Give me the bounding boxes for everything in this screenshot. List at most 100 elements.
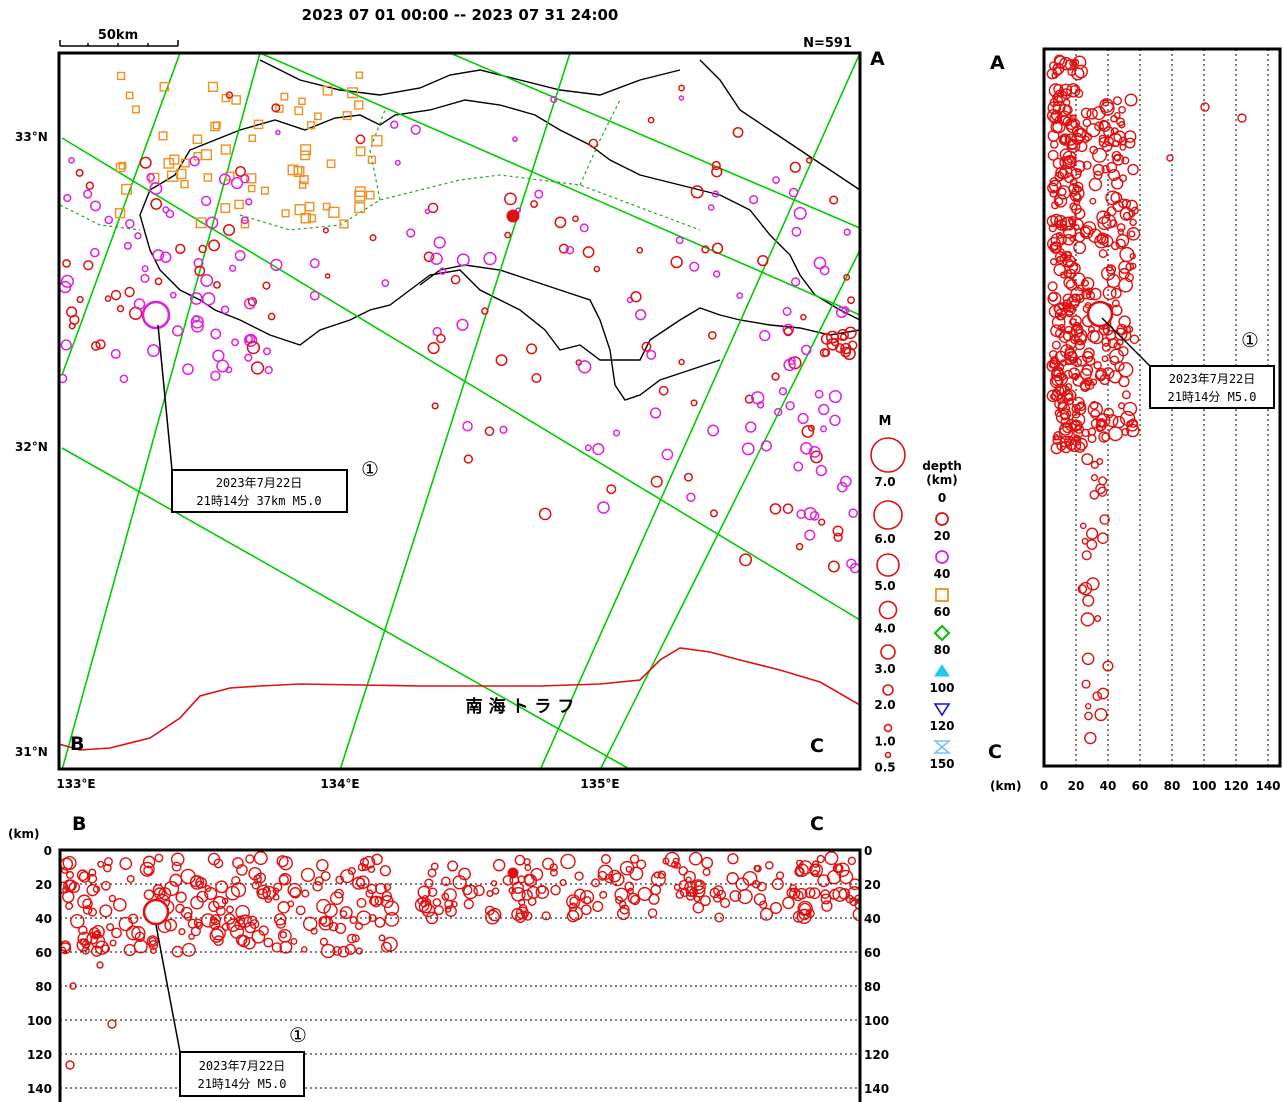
section-bc-event (834, 863, 844, 873)
section-bc-event (636, 859, 647, 870)
section-ac-event (1090, 474, 1099, 482)
section-ac-event (1115, 238, 1126, 249)
section-ac-event (1048, 349, 1058, 359)
section-bc-event (279, 931, 288, 939)
section-bc-event (221, 897, 229, 905)
map-event (462, 420, 473, 432)
section-ac-event (1062, 233, 1075, 246)
section-bc-event (258, 925, 269, 936)
map-callout-detail: 21時14分 37km M5.0 (196, 494, 321, 508)
section-bc-tick-label-right: 100 (864, 1014, 889, 1028)
section-bc-event (648, 893, 660, 905)
section-ac-event (1081, 550, 1092, 561)
map-event (818, 403, 830, 416)
section-bc-callout-date: 2023年7月22日 (199, 1059, 286, 1073)
section-ac-event (1087, 401, 1103, 418)
section-ac-event (1059, 148, 1073, 161)
section-bc-event (139, 861, 155, 877)
section-ac-event (1105, 264, 1117, 275)
legend-magnitude-title: M (879, 414, 892, 429)
map-event (427, 202, 439, 214)
map-event (200, 149, 212, 161)
section-ac-event (1080, 612, 1095, 627)
section-ac-event (1049, 140, 1059, 149)
map-event (843, 273, 851, 281)
section-bc-event (549, 868, 558, 877)
legend-magnitude-label: 0.5 (874, 761, 895, 775)
section-ac-event (1116, 223, 1126, 232)
section-ac-event (1089, 197, 1097, 205)
section-ac-event (1081, 453, 1094, 466)
map-event (125, 219, 135, 229)
section-bc-event (775, 871, 785, 880)
map-event (711, 160, 721, 171)
section-bc-event (235, 904, 250, 920)
section-bc-event (143, 889, 155, 901)
section-bc-event (795, 859, 804, 868)
section-bc-event (212, 895, 227, 910)
section-ac-event (1053, 54, 1066, 66)
map-event (216, 359, 230, 373)
map-event (110, 348, 121, 359)
map-event (683, 472, 693, 482)
legend-magnitude-circle (882, 684, 894, 696)
map-event (246, 340, 261, 355)
section-ac-event (1080, 107, 1092, 119)
section-ac-ticks: 0 20 40 60 80 100 120 140 (1040, 779, 1281, 793)
section-ac-event (1114, 327, 1128, 341)
map-event (309, 290, 320, 301)
section-bc-tick-label-left: 100 (27, 1014, 52, 1028)
section-bc-event (103, 857, 113, 867)
section-ac-event (1118, 346, 1129, 357)
section-bc-event (181, 942, 196, 957)
section-ac-event (1070, 315, 1082, 327)
section-ac-event (1063, 303, 1076, 316)
section-bc-event (425, 911, 439, 925)
map-event (253, 119, 264, 130)
section-ac-event (1101, 342, 1111, 352)
map-event (220, 144, 231, 155)
section-ac-event (1057, 168, 1069, 180)
section-ac-event (1050, 442, 1063, 455)
period-title: 2023 07 01 00:00 -- 2023 07 31 24:00 (302, 6, 619, 24)
section-bc-event (357, 863, 367, 872)
section-bc-event (751, 879, 761, 889)
section-ac-event (1059, 440, 1073, 454)
map-event (169, 291, 177, 299)
map-event (424, 208, 431, 215)
map-event (814, 389, 824, 399)
map-event (125, 91, 134, 100)
section-ac-event (1086, 123, 1101, 138)
section-bc-event (118, 916, 134, 932)
legend-magnitude-label: 1.0 (874, 735, 895, 749)
section-bc-event (614, 887, 629, 902)
section-bc-event (759, 900, 768, 909)
section-ac-event (1064, 346, 1075, 357)
map-event (205, 216, 219, 230)
section-bc-event (131, 926, 146, 941)
section-bc-event (637, 886, 652, 902)
section-bc-event (314, 876, 324, 886)
section-ac-event (1109, 355, 1120, 366)
map-event (678, 358, 685, 366)
section-bc-event (91, 930, 101, 940)
section-ac-event (1069, 202, 1078, 211)
section-ac-event (1082, 118, 1092, 128)
map-event (169, 154, 180, 165)
section-bc-event (549, 863, 558, 872)
section-bc-unit: (km) (8, 827, 39, 841)
section-ac-event (1053, 431, 1063, 441)
map-event (769, 503, 782, 515)
map-event (234, 250, 246, 262)
map-event (782, 503, 794, 514)
map-event (538, 507, 552, 521)
section-ac-event (1093, 170, 1103, 180)
section-ac-event (1074, 208, 1086, 220)
map-event (240, 219, 250, 229)
section-bc-event (432, 898, 442, 907)
section-ac-event (1112, 96, 1122, 106)
map-event (805, 157, 813, 164)
section-bc-event (675, 890, 685, 899)
map-event (578, 360, 592, 374)
section-bc-event (433, 905, 444, 916)
